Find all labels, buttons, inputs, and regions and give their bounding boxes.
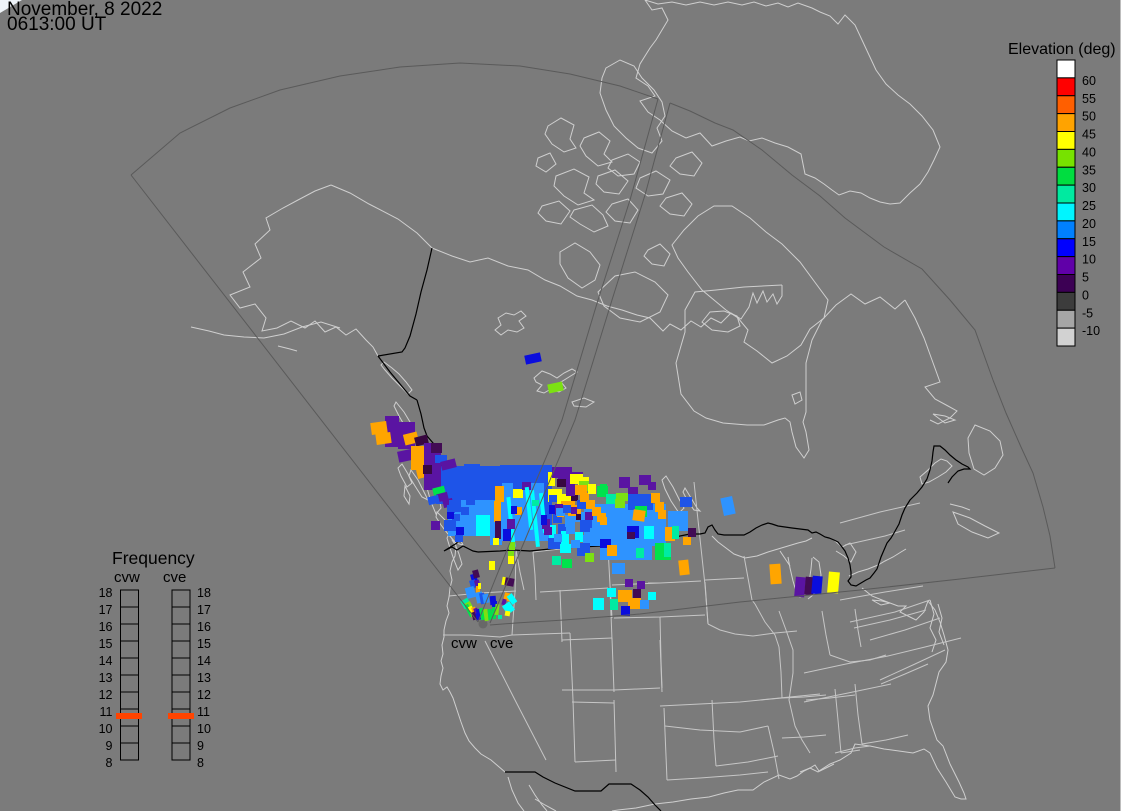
svg-text:8: 8 [106, 756, 113, 770]
svg-text:cve: cve [163, 569, 186, 586]
svg-text:13: 13 [99, 671, 113, 685]
svg-text:40: 40 [1082, 145, 1096, 159]
svg-text:14: 14 [99, 654, 113, 668]
svg-text:15: 15 [99, 637, 113, 651]
svg-text:0: 0 [1082, 288, 1089, 302]
svg-text:Elevation (deg): Elevation (deg) [1008, 41, 1116, 58]
svg-text:cve: cve [490, 635, 513, 652]
svg-text:-10: -10 [1082, 324, 1100, 338]
svg-text:20: 20 [1082, 217, 1096, 231]
svg-text:25: 25 [1082, 199, 1096, 213]
svg-text:45: 45 [1082, 128, 1096, 142]
svg-text:cvw: cvw [114, 569, 140, 586]
svg-text:16: 16 [197, 620, 211, 634]
svg-text:15: 15 [1082, 235, 1096, 249]
svg-text:9: 9 [106, 739, 113, 753]
svg-text:November, 8 2022: November, 8 2022 [7, 0, 162, 20]
svg-text:Frequency: Frequency [112, 548, 195, 568]
svg-text:5: 5 [1082, 271, 1089, 285]
svg-text:18: 18 [197, 586, 211, 600]
svg-text:12: 12 [197, 688, 211, 702]
svg-text:13: 13 [197, 671, 211, 685]
svg-text:15: 15 [197, 637, 211, 651]
svg-text:-5: -5 [1082, 306, 1093, 320]
svg-text:18: 18 [99, 586, 113, 600]
svg-text:50: 50 [1082, 110, 1096, 124]
svg-text:8: 8 [197, 756, 204, 770]
svg-text:0613:00 UT: 0613:00 UT [7, 14, 107, 35]
svg-text:55: 55 [1082, 92, 1096, 106]
svg-text:17: 17 [197, 603, 211, 617]
svg-text:9: 9 [197, 739, 204, 753]
svg-text:16: 16 [99, 620, 113, 634]
svg-text:10: 10 [99, 722, 113, 736]
svg-text:12: 12 [99, 688, 113, 702]
svg-text:10: 10 [197, 722, 211, 736]
svg-text:17: 17 [99, 603, 113, 617]
svg-text:cvw: cvw [451, 635, 477, 652]
svg-text:14: 14 [197, 654, 211, 668]
svg-text:10: 10 [1082, 253, 1096, 267]
svg-text:11: 11 [197, 705, 210, 719]
svg-text:60: 60 [1082, 74, 1096, 88]
svg-text:11: 11 [100, 705, 113, 719]
svg-text:35: 35 [1082, 163, 1096, 177]
svg-text:30: 30 [1082, 181, 1096, 195]
